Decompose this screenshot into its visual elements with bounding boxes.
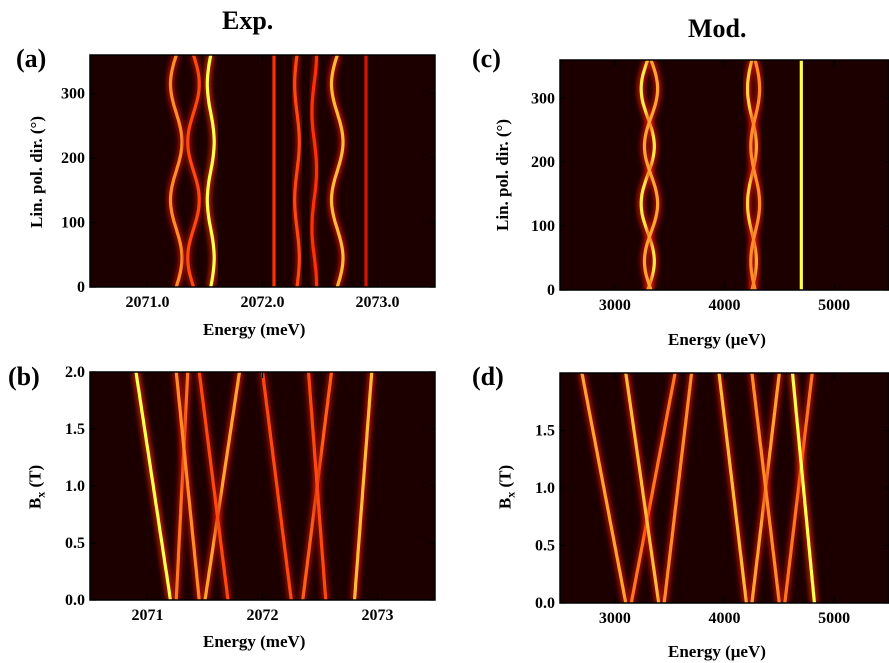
y-tick-label: 300: [61, 86, 85, 103]
y-tick-label: 2.0: [65, 364, 85, 381]
panel-letter-b: (b): [8, 362, 40, 391]
spectral-line: [717, 373, 748, 603]
spectral-line: [197, 372, 230, 600]
spectral-line: [662, 373, 694, 603]
spectral-line: [205, 55, 216, 287]
spectral-line: [260, 372, 293, 600]
y-tick-label: 0: [547, 282, 555, 299]
x-tick-label: 2073.0: [356, 294, 400, 311]
panel-letter-c: (c): [472, 44, 501, 73]
spectral-line: [783, 373, 814, 603]
x-tick-label: 3000: [599, 297, 631, 314]
xlabel-b: Energy (meV): [203, 632, 306, 651]
y-tick-label: 1.5: [535, 423, 555, 440]
xlabel-d: Energy (μeV): [668, 642, 766, 661]
y-tick-label: 0: [77, 279, 85, 296]
heatmap-p1: [131, 372, 377, 600]
x-tick-label: 5000: [818, 610, 850, 627]
x-tick-label: 2071: [132, 607, 164, 624]
xlabel-c: Energy (μeV): [668, 330, 766, 349]
column-title-model: Mod.: [688, 14, 747, 43]
y-tick-label: 0.5: [535, 538, 555, 555]
spectral-line: [203, 372, 242, 600]
x-tick-label: 4000: [709, 610, 741, 627]
heatmap-p2: [636, 60, 806, 290]
y-tick-label: 300: [531, 90, 555, 107]
y-tick-label: 0.0: [535, 595, 555, 612]
column-title-experiment: Exp.: [222, 6, 274, 35]
spectral-line: [174, 372, 190, 600]
y-tick-label: 1.5: [65, 421, 85, 438]
x-tick-label: 2072.0: [241, 294, 285, 311]
y-tick-label: 0.0: [65, 592, 85, 609]
heatmap-p0: [166, 55, 371, 287]
x-tick-label: 3000: [599, 610, 631, 627]
spectral-line: [749, 60, 762, 290]
spectral-line: [310, 55, 319, 287]
spectral-line: [168, 55, 184, 287]
x-tick-label: 2073: [362, 607, 394, 624]
x-tick-label: 5000: [818, 297, 850, 314]
y-tick-label: 100: [531, 218, 555, 235]
spectral-line: [174, 372, 201, 600]
y-tick-label: 0.5: [65, 535, 85, 552]
spectral-line: [329, 55, 345, 287]
spectral-line: [624, 373, 661, 603]
xlabel-a: Energy (meV): [203, 320, 306, 339]
x-tick-label: 4000: [709, 297, 741, 314]
panel-background-p0: [90, 55, 435, 287]
heatmap-p3: [577, 373, 819, 603]
panel-letter-d: (d): [472, 362, 504, 391]
y-tick-label: 1.0: [65, 478, 85, 495]
spectral-line: [134, 372, 173, 600]
y-tick-label: 200: [531, 154, 555, 171]
spectral-line: [186, 55, 201, 287]
y-tick-label: 100: [61, 215, 85, 232]
spectral-line: [642, 60, 660, 290]
y-tick-label: 200: [61, 150, 85, 167]
y-tick-label: 1.0: [535, 480, 555, 497]
spectral-line: [306, 372, 328, 600]
panel-background-p1: [90, 372, 435, 600]
spectral-line: [790, 373, 816, 603]
spectral-line: [750, 373, 781, 603]
spectral-line: [293, 55, 301, 287]
spectral-line: [629, 373, 677, 603]
panel-background-p2: [560, 60, 889, 290]
panel-letter-a: (a): [16, 44, 47, 73]
x-tick-label: 2072: [247, 607, 279, 624]
spectral-line: [580, 373, 628, 603]
spectral-line: [352, 372, 374, 600]
x-tick-label: 2071.0: [126, 294, 170, 311]
